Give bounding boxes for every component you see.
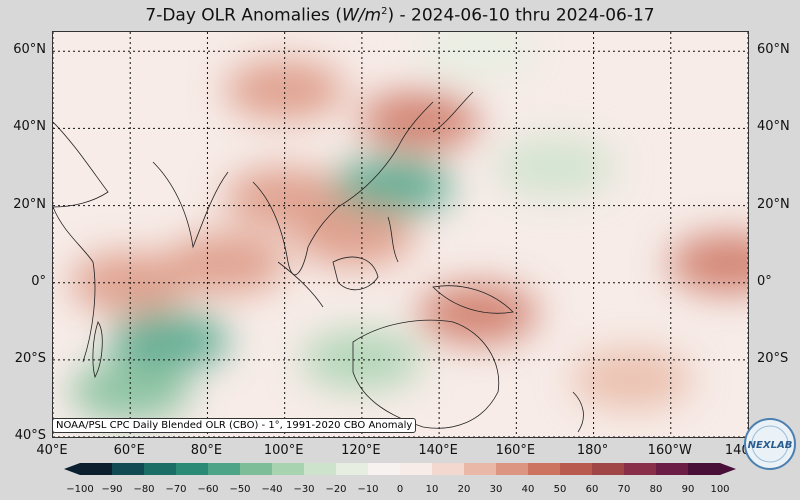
colorbar-segment (368, 463, 401, 475)
coastline-africa (53, 206, 96, 363)
latitude-label: 20°N (757, 196, 790, 212)
coastline-madagascar (92, 321, 103, 379)
colorbar-segment (240, 463, 273, 475)
coastline-sumatra (277, 261, 324, 308)
colorbar (64, 463, 736, 475)
colorbar-segment (400, 463, 433, 475)
colorbar-segment (528, 463, 561, 475)
colorbar-segment (432, 463, 465, 475)
anomaly-blob (108, 310, 229, 371)
title-suffix: ) - 2024-06-10 thru 2024-06-17 (387, 5, 655, 26)
colorbar-tick-label: −10 (357, 484, 379, 495)
longitude-label: 160°E (495, 443, 536, 458)
longitude-label: 100°E (263, 443, 304, 458)
latitude-label: 60°N (757, 42, 790, 58)
coastline-newzealand (572, 391, 584, 433)
anomaly-blob (70, 360, 191, 421)
colorbar-tick-label: 60 (585, 484, 599, 495)
longitude-label: 80°E (190, 443, 223, 458)
longitude-label: 180° (576, 443, 609, 458)
colorbar-segment (464, 463, 497, 475)
colorbar-tick-label: −50 (229, 484, 251, 495)
colorbar-segment (304, 463, 337, 475)
colorbar-tick-label: 20 (457, 484, 471, 495)
coastline-china (337, 101, 434, 208)
colorbar-segment (496, 463, 529, 475)
colorbar-tick-label: −70 (165, 484, 187, 495)
colorbar-tick-label: −90 (101, 484, 123, 495)
colorbar-tick-label: 70 (617, 484, 631, 495)
anomaly-blob (166, 233, 287, 294)
svg-text:NEXLAB: NEXLAB (748, 440, 793, 451)
colorbar-segment (560, 463, 593, 475)
latitude-label: 20°S (757, 350, 789, 366)
latitude-label: 40°S (14, 428, 46, 443)
map-title: 7-Day OLR Anomalies (W/m2) - 2024-06-10 … (0, 0, 800, 26)
colorbar-tick-label: 0 (396, 484, 404, 495)
colorbar-tick-label: −80 (133, 484, 155, 495)
latitude-label: 40°N (757, 119, 790, 135)
colorbar-tick-label: −40 (261, 484, 283, 495)
colorbar-segment (592, 463, 625, 475)
colorbar-tick-label: −30 (293, 484, 315, 495)
anomaly-blob (417, 32, 538, 82)
latitude-label: 40°N (13, 119, 46, 135)
title-unit: W/m (341, 5, 382, 26)
colorbar-segment (688, 463, 721, 475)
longitude-label: 60°E (113, 443, 145, 458)
colorbar-segment (176, 463, 209, 475)
colorbar-tick-label: −100 (66, 484, 94, 495)
colorbar-min-extend (64, 463, 80, 475)
source-note: NOAA/PSL CPC Daily Blended OLR (CBO) - 1… (52, 418, 417, 433)
latitude-label: 20°N (13, 196, 46, 212)
coastline-arabia (53, 121, 109, 208)
colorbar-segment (112, 463, 145, 475)
title-unit-exponent: 2 (381, 6, 388, 17)
colorbar-tick-label: −20 (325, 484, 347, 495)
anomaly-blob (494, 137, 615, 197)
colorbar-tick-label: −60 (197, 484, 219, 495)
coastline-japan (432, 91, 474, 133)
coastline-india (152, 161, 229, 249)
colorbar-segment (624, 463, 657, 475)
anomaly-blob (301, 329, 422, 390)
colorbar-tick-label: 10 (425, 484, 439, 495)
colorbar-segment (208, 463, 241, 475)
longitude-label: 160°W (647, 443, 692, 458)
anomaly-blob (224, 59, 345, 120)
title-prefix: 7-Day OLR Anomalies ( (145, 5, 342, 26)
latitude-label: 0° (31, 273, 46, 289)
colorbar-segment (80, 463, 113, 475)
colorbar-tick-label: 30 (489, 484, 503, 495)
colorbar-max-extend (720, 463, 736, 475)
longitude-label: 40°E (36, 443, 68, 458)
coastline-australia (352, 319, 500, 429)
longitude-label: 140°E (418, 443, 458, 458)
colorbar-tick-label: 40 (521, 484, 535, 495)
coastline-borneo (332, 256, 379, 291)
coastline-philippines (387, 216, 399, 263)
anomaly-blob (572, 349, 693, 410)
latitude-label: 20°S (14, 350, 46, 366)
colorbar-segment (336, 463, 369, 475)
colorbar-tick-label: 50 (553, 484, 567, 495)
colorbar-segment (144, 463, 177, 475)
colorbar-segment (272, 463, 305, 475)
colorbar-segment (656, 463, 689, 475)
colorbar-tick-label: 90 (681, 484, 695, 495)
colorbar-tick-label: 100 (710, 484, 730, 495)
anomaly-map (53, 32, 748, 437)
latitude-label: 0° (757, 273, 772, 289)
coastline-newguinea (432, 285, 514, 314)
anomaly-blob (417, 283, 538, 344)
anomaly-blob (332, 156, 453, 217)
anomaly-blob (359, 90, 480, 151)
nexlab-logo-icon: NEXLAB (744, 418, 796, 470)
longitude-label: 120°E (341, 443, 381, 458)
anomaly-blob (668, 233, 748, 294)
coastline-indochina (252, 181, 339, 276)
latitude-label: 60°N (13, 42, 46, 58)
map-panel (52, 31, 749, 438)
colorbar-tick-label: 80 (649, 484, 663, 495)
